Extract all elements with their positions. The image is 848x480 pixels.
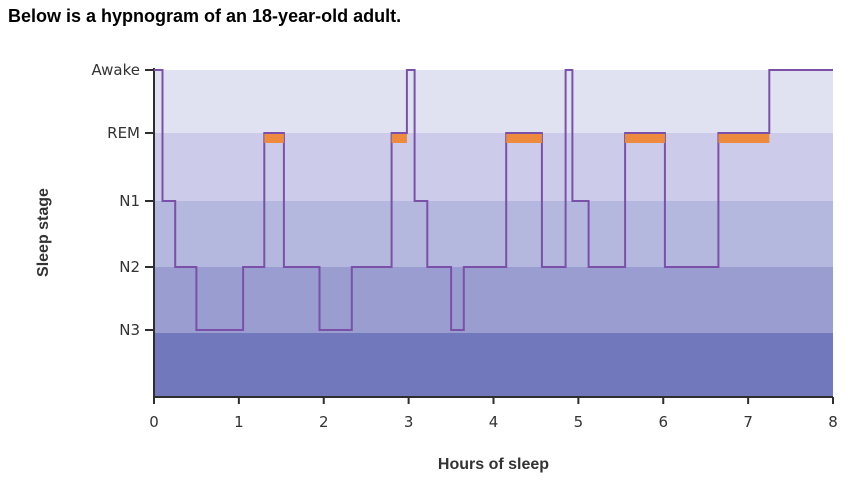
series-line (154, 69, 833, 331)
rem-marker-1 (264, 134, 284, 143)
x-tick-label-2: 2 (319, 413, 329, 431)
band-n1 (154, 201, 833, 267)
x-tick-label-1: 1 (234, 413, 244, 431)
y-tick-labels: Awake REM N1 N2 N3 (92, 61, 141, 339)
rem-marker-2 (391, 134, 407, 143)
band-awake (154, 70, 833, 133)
y-axis-label: Sleep stage (35, 188, 52, 277)
page-heading: Below is a hypnogram of an 18-year-old a… (8, 6, 402, 26)
y-tick-label-rem: REM (107, 124, 140, 142)
x-tick-labels: 0 1 2 3 4 5 6 7 8 (149, 413, 838, 431)
band-n2 (154, 267, 833, 333)
y-tick-label-n3: N3 (119, 321, 140, 339)
x-tick-label-0: 0 (149, 413, 159, 431)
x-tick-label-7: 7 (743, 413, 753, 431)
y-tick-label-awake: Awake (92, 61, 141, 79)
rem-marker-4 (625, 134, 665, 143)
rem-marker-3 (506, 134, 542, 143)
x-tick-label-3: 3 (404, 413, 414, 431)
y-tick-label-n2: N2 (119, 258, 140, 276)
x-tick-label-4: 4 (489, 413, 499, 431)
x-axis-label: Hours of sleep (438, 456, 549, 473)
sleep-stage-bands (154, 70, 833, 397)
band-rem (154, 133, 833, 201)
rem-markers (264, 134, 770, 143)
x-tick-label-8: 8 (828, 413, 838, 431)
y-tick-label-n1: N1 (119, 192, 140, 210)
chart-axes (145, 68, 834, 404)
x-tick-label-6: 6 (658, 413, 668, 431)
x-tick-label-5: 5 (574, 413, 584, 431)
rem-marker-5 (718, 134, 770, 143)
band-n3 (154, 333, 833, 397)
